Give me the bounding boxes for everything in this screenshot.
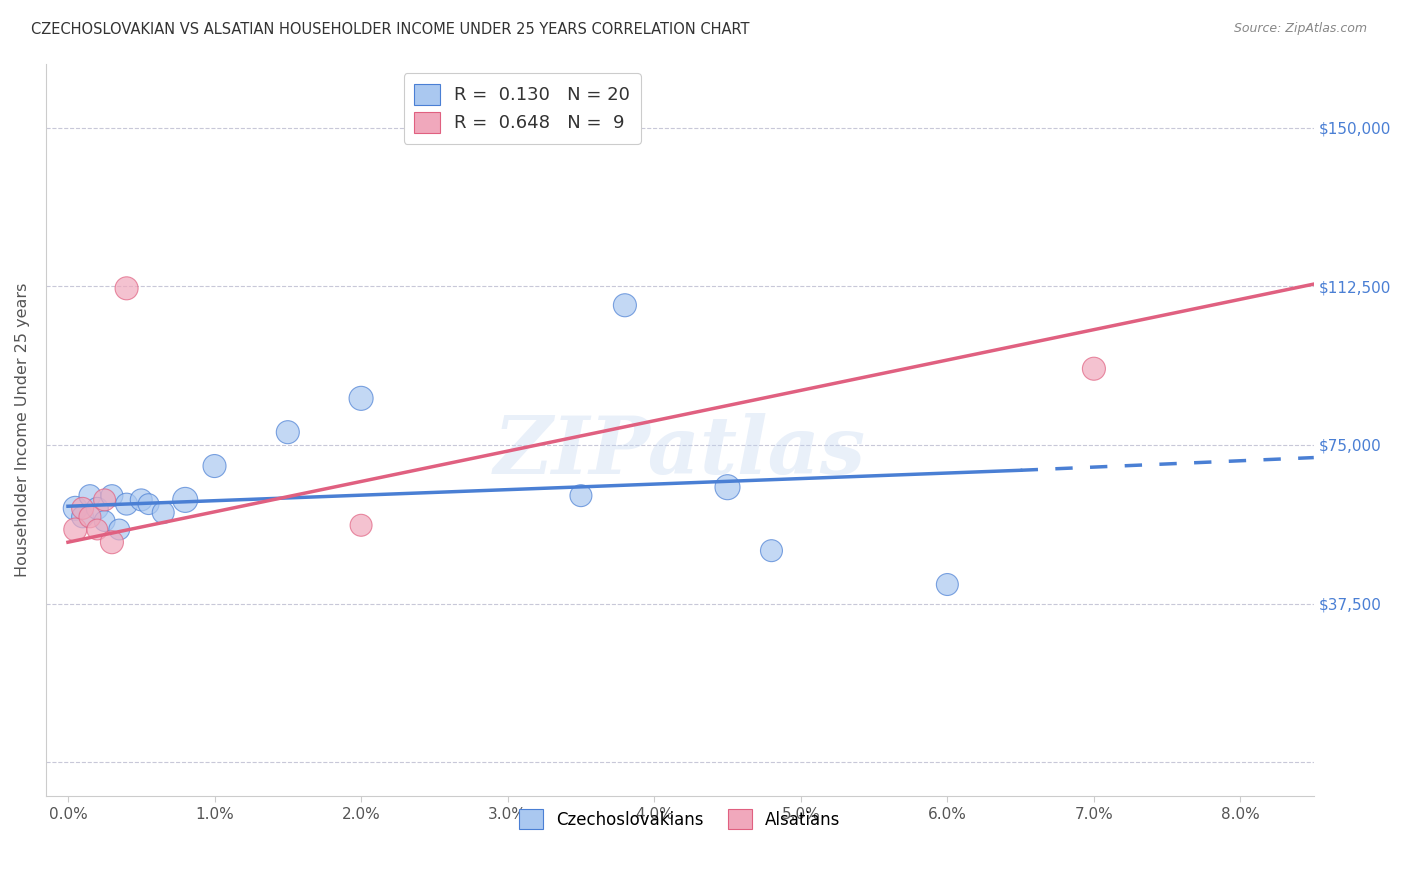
Point <box>93 492 115 507</box>
Point <box>761 543 783 558</box>
Y-axis label: Householder Income Under 25 years: Householder Income Under 25 years <box>15 283 30 577</box>
Point <box>115 497 138 511</box>
Point <box>72 509 94 524</box>
Point <box>79 489 101 503</box>
Point <box>93 514 115 528</box>
Text: ZIPatlas: ZIPatlas <box>494 413 866 491</box>
Point <box>72 501 94 516</box>
Text: CZECHOSLOVAKIAN VS ALSATIAN HOUSEHOLDER INCOME UNDER 25 YEARS CORRELATION CHART: CZECHOSLOVAKIAN VS ALSATIAN HOUSEHOLDER … <box>31 22 749 37</box>
Point <box>86 523 108 537</box>
Point <box>350 392 373 406</box>
Point <box>152 506 174 520</box>
Point <box>716 480 738 494</box>
Point <box>86 501 108 516</box>
Point <box>936 577 959 591</box>
Point <box>613 298 636 312</box>
Point <box>138 497 160 511</box>
Point <box>65 501 87 516</box>
Point <box>101 535 124 549</box>
Point <box>569 489 592 503</box>
Text: Source: ZipAtlas.com: Source: ZipAtlas.com <box>1233 22 1367 36</box>
Point <box>115 281 138 295</box>
Point <box>277 425 299 440</box>
Point <box>204 458 226 473</box>
Point <box>101 489 124 503</box>
Point <box>65 523 87 537</box>
Legend: Czechoslovakians, Alsatians: Czechoslovakians, Alsatians <box>513 803 848 835</box>
Point <box>79 509 101 524</box>
Point <box>174 492 197 507</box>
Point <box>1083 361 1105 376</box>
Point <box>108 523 131 537</box>
Point <box>350 518 373 533</box>
Point <box>129 492 152 507</box>
